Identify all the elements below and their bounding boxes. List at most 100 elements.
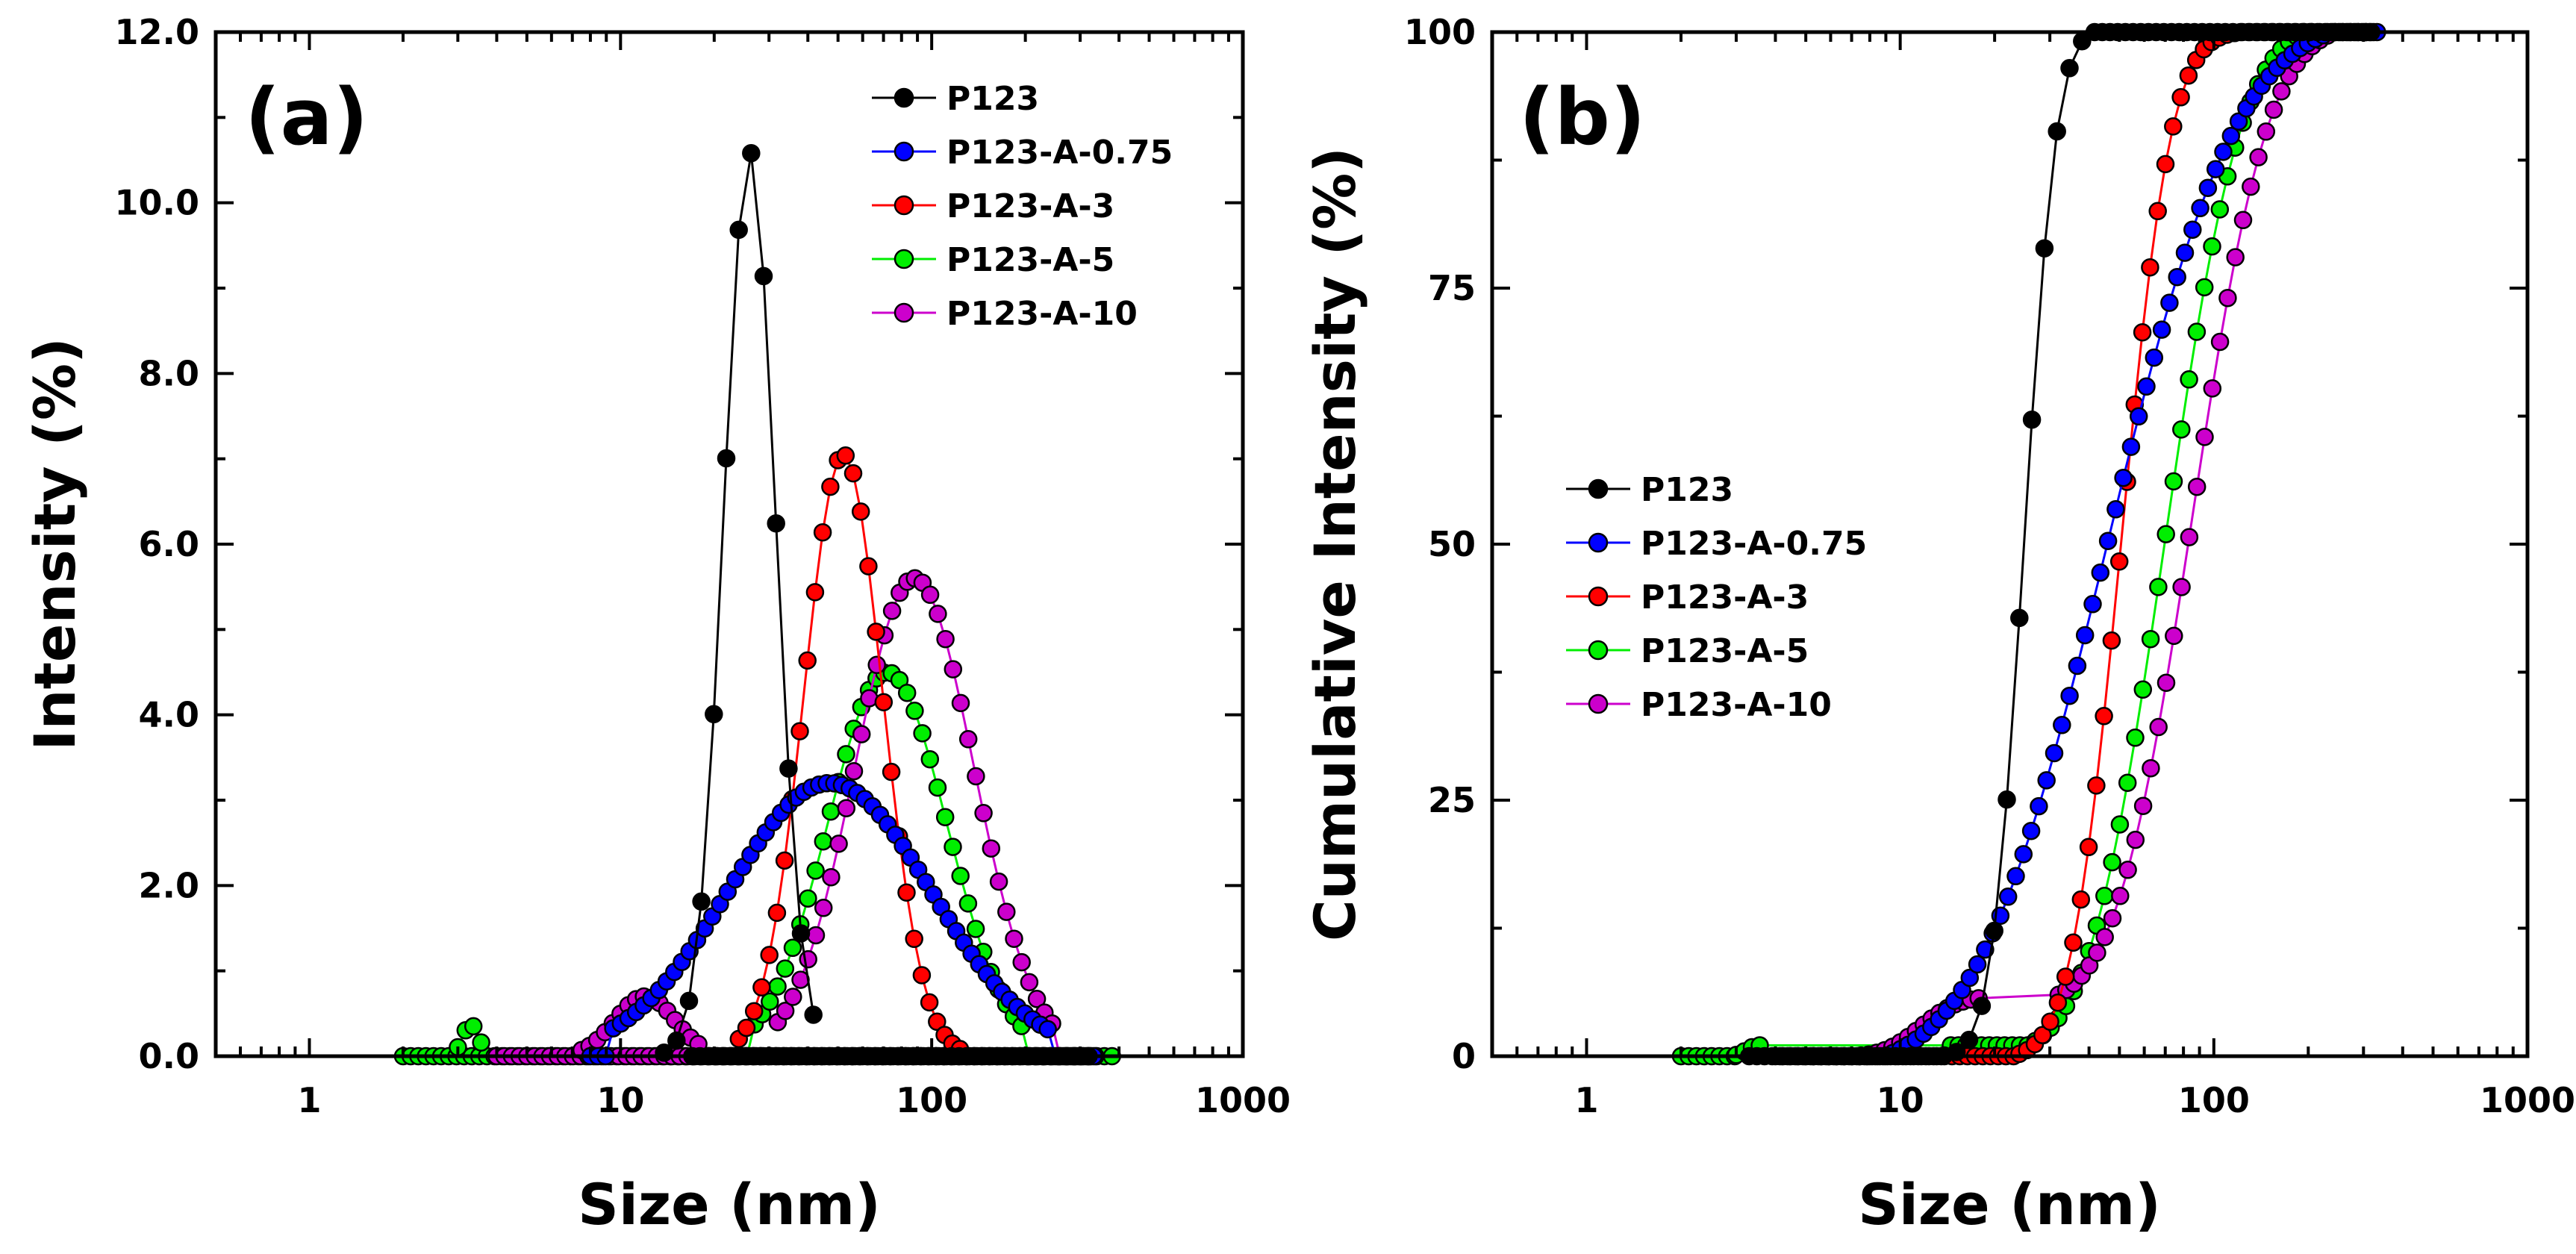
data-point: [837, 745, 855, 764]
x-tick-label: 1: [297, 1080, 321, 1120]
data-point: [929, 605, 947, 623]
data-point: [897, 683, 917, 702]
data-point: [2133, 680, 2153, 699]
data-point: [920, 585, 940, 605]
data-point: [1998, 790, 2016, 809]
legend-item: P123-A-10: [872, 295, 1138, 333]
data-point: [2214, 143, 2233, 161]
y-tick-label: 2.0: [139, 865, 200, 905]
data-point: [1998, 888, 2018, 906]
data-point: [767, 903, 787, 923]
data-point: [2111, 887, 2130, 905]
data-point: [2198, 178, 2218, 197]
data-point: [768, 977, 787, 996]
data-point: [822, 867, 841, 887]
data-point: [844, 761, 864, 781]
series-p123-a-3: [1804, 22, 2321, 1066]
legend-marker: [1588, 640, 1609, 661]
panel-b-label: (b): [1519, 72, 1646, 163]
data-point: [2060, 686, 2079, 705]
data-point: [867, 623, 885, 641]
data-point: [2041, 1012, 2059, 1031]
y-tick-label: 0.0: [139, 1036, 200, 1076]
data-point: [958, 894, 978, 913]
data-point: [814, 899, 833, 917]
y-tick-label: 4.0: [139, 695, 200, 735]
legend-item: P123-A-3: [872, 187, 1114, 225]
data-point: [967, 767, 985, 786]
data-point: [790, 722, 809, 740]
data-point: [2210, 200, 2230, 219]
data-point: [2257, 122, 2276, 141]
panel-a-ticks: 1 10 100 1000 0.0 2.0 4.0 6.0 8.0 10.0 12.0: [115, 12, 1291, 1120]
data-point: [2141, 629, 2160, 649]
legend-marker: [1588, 586, 1609, 607]
data-point: [2221, 126, 2241, 146]
legend-label: P123-A-3: [1641, 578, 1809, 617]
panel-a-marks: [393, 143, 1121, 1066]
data-point: [2030, 796, 2048, 816]
data-point: [2010, 608, 2029, 628]
data-point: [776, 959, 795, 978]
panel-b-x-axis-title: Size (nm): [1858, 1171, 2161, 1238]
legend-marker: [894, 87, 914, 108]
series-p123-a-3: [705, 446, 1097, 1066]
legend-marker: [894, 302, 914, 323]
panel-a-label: (a): [245, 72, 368, 163]
data-point: [2014, 845, 2033, 864]
data-point: [779, 759, 798, 778]
data-point: [1972, 996, 1992, 1015]
data-point: [806, 861, 825, 880]
data-point: [2033, 1026, 2052, 1044]
data-point: [754, 266, 773, 286]
data-point: [2037, 771, 2056, 790]
data-point: [974, 804, 993, 823]
legend-item: P123-A-10: [1566, 686, 1832, 724]
data-point: [760, 946, 779, 964]
data-point: [859, 557, 878, 575]
data-point: [2164, 117, 2183, 136]
legend-marker: [1588, 693, 1609, 714]
data-point: [2156, 155, 2175, 174]
legend-label: P123-A-0.75: [1641, 525, 1867, 563]
data-point: [2203, 379, 2222, 398]
data-point: [944, 837, 962, 856]
data-point: [2109, 552, 2129, 571]
legend-label: P123-A-5: [946, 241, 1114, 279]
series-p123-a-0-75: [581, 774, 1105, 1066]
data-point: [2233, 210, 2253, 230]
data-point: [813, 522, 832, 542]
data-point: [2103, 908, 2122, 928]
data-point: [2021, 821, 2041, 840]
data-point: [966, 920, 985, 938]
y-tick-label: 75: [1428, 268, 1476, 308]
data-point: [2022, 410, 2042, 429]
data-point: [783, 938, 802, 958]
data-point: [775, 851, 794, 870]
data-point: [1968, 955, 1987, 974]
data-point: [2102, 631, 2121, 650]
data-point: [2195, 278, 2214, 297]
data-point: [2168, 267, 2186, 287]
y-tick-label: 6.0: [139, 524, 200, 564]
x-tick-label: 100: [896, 1080, 967, 1120]
data-point: [752, 978, 771, 997]
legend-item: P123: [1566, 471, 1733, 509]
legend-item: P123-A-3: [1566, 578, 1809, 617]
data-point: [951, 867, 970, 885]
data-point: [920, 749, 940, 769]
data-point: [1038, 1020, 1057, 1039]
data-point: [821, 477, 840, 496]
data-point: [2098, 531, 2118, 550]
data-point: [2175, 243, 2195, 262]
data-point: [997, 902, 1016, 921]
data-point: [667, 1031, 686, 1050]
data-point: [2249, 148, 2268, 166]
data-point: [2149, 717, 2168, 737]
legend-item: P123-A-5: [1566, 632, 1809, 670]
data-point: [874, 693, 894, 711]
data-point: [2118, 861, 2137, 879]
x-tick-label: 10: [1877, 1080, 1924, 1120]
x-tick-label: 1000: [2480, 1080, 2575, 1120]
y-tick-label: 0: [1452, 1036, 1476, 1076]
